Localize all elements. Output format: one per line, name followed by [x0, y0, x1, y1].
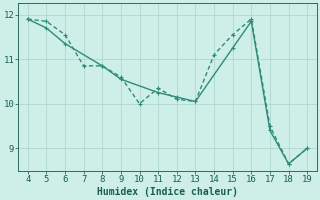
X-axis label: Humidex (Indice chaleur): Humidex (Indice chaleur): [97, 186, 238, 197]
